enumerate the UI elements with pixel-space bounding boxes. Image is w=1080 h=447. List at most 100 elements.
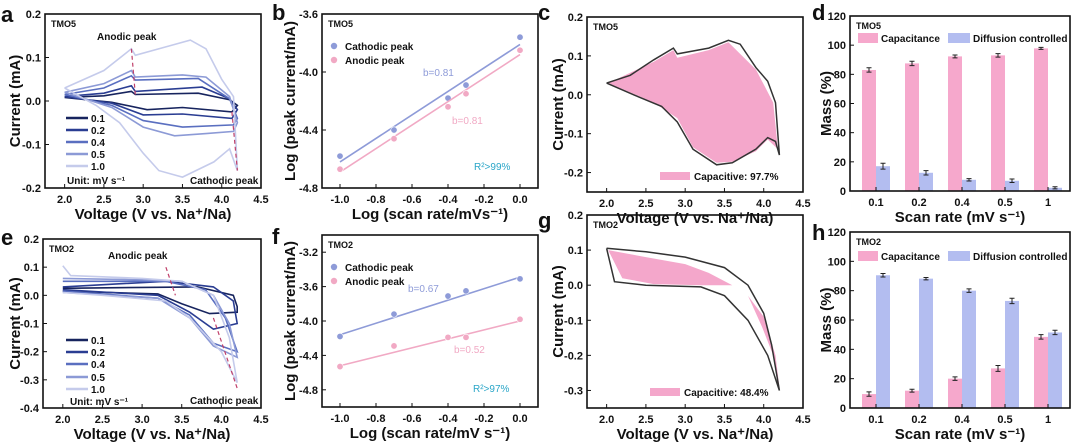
x-tick-label: -0.2 (475, 194, 494, 206)
bar-capacitance (905, 63, 919, 192)
error-bar (995, 53, 1001, 58)
panel-d: 0.1 0.2 0.4 0.5 1 Capacitance Diffusion contro… (812, 0, 1071, 226)
bar-capacitance (1034, 336, 1048, 408)
panel-letter: g (538, 208, 551, 233)
x-axis-title: Log (scan rate/mV s⁻¹) (350, 425, 510, 442)
data-point (336, 332, 344, 340)
plot-area-f (336, 275, 524, 371)
fit-line-1 (339, 53, 521, 173)
error-bar (880, 273, 886, 278)
bar-diffusion-controlled (1048, 187, 1062, 191)
y-tick-label: 0.2 (568, 210, 583, 222)
data-point (444, 292, 452, 300)
x-axis-title: Voltage (V vs. Na⁺/Na) (617, 426, 774, 443)
error-bar (995, 364, 1001, 372)
error-bar (1052, 329, 1058, 336)
legend-label: Cathodic peak (345, 42, 414, 53)
x-tick-label: 4.5 (795, 198, 810, 210)
legend-label: Anodic peak (345, 56, 405, 67)
cv-outline (605, 247, 781, 391)
x-tick-label: 1 (1045, 197, 1051, 209)
cv-curve-1.0 (64, 39, 239, 178)
legend-label: 0.4 (91, 360, 105, 371)
x-tick-label: 4.0 (756, 198, 771, 210)
legend-swatch-diffusion (948, 33, 970, 43)
x-axis-title: Scan rate (mV s⁻¹) (895, 426, 1025, 443)
y-tick-label: 0 (840, 186, 846, 198)
data-point (444, 333, 452, 341)
cathodic-peak-line (231, 111, 238, 171)
legend-unit: Unit: mV s⁻¹ (70, 397, 129, 408)
error-bar (1038, 334, 1044, 340)
y-tick-label: 0.2 (568, 12, 583, 24)
data-point (390, 126, 398, 134)
x-tick-label: 3.5 (717, 414, 732, 426)
x-tick-label: 2.0 (599, 414, 614, 426)
slope-label: b=0.81 (423, 68, 454, 79)
data-point (516, 46, 524, 54)
cv-curve-0.2 (62, 280, 239, 330)
data-point (390, 310, 398, 318)
data-point (390, 342, 398, 350)
x-tick-label: 3.0 (678, 414, 693, 426)
legend-label: Cathodic peak (345, 263, 414, 274)
legend-label: Diffusion controlled (973, 34, 1067, 45)
error-bar (952, 54, 958, 59)
capacitive-label: Capacitive: 48.4% (684, 388, 769, 399)
panel-letter: c (538, 0, 550, 25)
x-tick-label: 4.0 (214, 194, 229, 206)
x-tick-label: 2.5 (638, 414, 653, 426)
y-axis-title: Current (mA) (550, 265, 567, 358)
y-tick-label: 0.2 (24, 234, 39, 246)
y-tick-label: 120 (828, 11, 846, 23)
y-tick-label: -3.2 (299, 247, 318, 259)
y-tick-label: -4.8 (299, 385, 318, 397)
legend-label: 1.0 (91, 385, 105, 396)
x-tick-label: -0.8 (367, 194, 386, 206)
legend-swatch-capacitance (858, 251, 878, 261)
y-tick-label: -4.0 (299, 316, 318, 328)
y-tick-label: -0.1 (564, 315, 583, 327)
x-tick-label: 0.4 (954, 197, 970, 209)
anodic-peak-label: Anodic peak (108, 251, 168, 262)
x-tick-label: 4.5 (795, 414, 810, 426)
bar-capacitance (948, 56, 962, 192)
y-tick-label: -0.3 (564, 385, 583, 397)
x-tick-label: 3.0 (134, 414, 149, 426)
x-tick-label: -0.8 (367, 413, 386, 425)
cathodic-peak-label: Cathodic peak (190, 176, 259, 187)
legend-marker-0 (330, 263, 338, 271)
y-axis-title: Current (mA) (7, 55, 24, 148)
legend-label: Capacitance (881, 252, 940, 263)
error-bar (923, 170, 929, 176)
sample-label: TMO5 (856, 21, 881, 31)
y-tick-label: -0.3 (20, 375, 39, 387)
bar-capacitance (1034, 48, 1048, 191)
y-tick-label: 20 (834, 157, 846, 169)
plot-area-c (606, 39, 781, 166)
r-squared-label: R²>99% (474, 162, 511, 173)
y-tick-label: -0.4 (20, 403, 40, 415)
x-tick-label: 0.5 (997, 197, 1012, 209)
bar-capacitance (905, 390, 919, 408)
data-point (444, 103, 452, 111)
error-bar (1038, 46, 1044, 50)
x-tick-label: 2.0 (55, 414, 70, 426)
x-tick-label: 0.2 (911, 197, 926, 209)
error-bar (880, 162, 886, 170)
y-tick-label: 100 (828, 256, 846, 268)
bar-diffusion-controlled (962, 179, 976, 191)
bar-diffusion-controlled (1005, 180, 1019, 191)
y-tick-label: -3.6 (299, 9, 318, 21)
x-tick-label: 2.0 (599, 198, 614, 210)
fit-line-0 (339, 276, 521, 336)
x-tick-label: 0.0 (512, 194, 527, 206)
slope-label: b=0.81 (452, 116, 483, 127)
bar-capacitance (862, 394, 876, 408)
y-tick-label: 40 (834, 128, 846, 140)
error-bar (866, 391, 872, 397)
x-tick-label: 2.5 (638, 198, 653, 210)
x-tick-label: 0.0 (512, 413, 527, 425)
